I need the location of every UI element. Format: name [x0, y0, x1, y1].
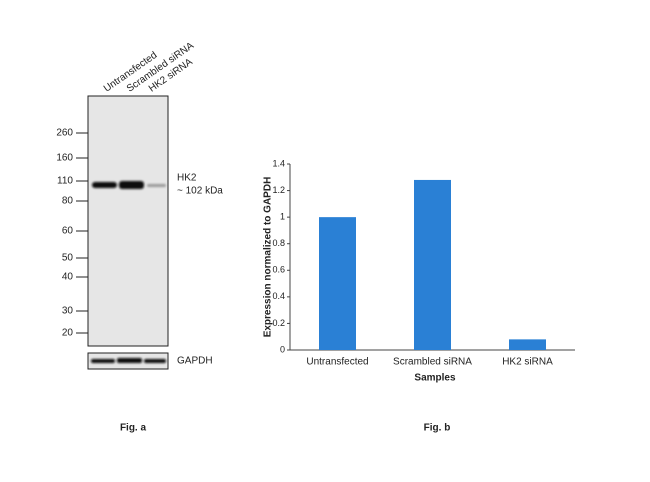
y-tick-label: 1 — [280, 212, 285, 222]
y-tick-label: 0 — [280, 344, 285, 354]
marker-label: 50 — [62, 253, 74, 264]
x-tick-label: Scrambled siRNA — [393, 357, 472, 368]
band — [119, 181, 144, 189]
marker-label: 20 — [62, 328, 74, 339]
band — [117, 358, 142, 363]
x-tick-label: Untransfected — [306, 357, 368, 368]
marker-label: 40 — [62, 272, 74, 283]
bar — [319, 217, 356, 350]
bar — [414, 179, 451, 350]
y-tick-label: 1.2 — [272, 185, 285, 195]
y-tick-label: 0.4 — [272, 291, 285, 301]
loading-label: GAPDH — [177, 356, 213, 367]
x-tick-label: HK2 siRNA — [502, 357, 553, 368]
marker-label: 160 — [56, 153, 73, 164]
caption: Fig. a — [120, 423, 147, 434]
marker-label: 110 — [57, 176, 73, 187]
y-tick-label: 0.6 — [272, 265, 285, 275]
y-tick-label: 0.2 — [272, 318, 285, 328]
bands — [91, 181, 166, 363]
caption: Fig. b — [424, 423, 451, 434]
y-axis-label: Expression normalized to GAPDH — [263, 177, 274, 338]
bar — [509, 339, 546, 350]
marker-label: 30 — [62, 306, 74, 317]
band-size: ~ 102 kDa — [177, 186, 223, 197]
y-tick-label: 0.8 — [272, 238, 285, 248]
y-tick-label: 1.4 — [272, 158, 285, 168]
band — [144, 359, 166, 363]
band-label: HK2 — [177, 173, 197, 184]
marker-label: 60 — [62, 226, 74, 237]
marker-label: 260 — [56, 128, 73, 139]
band — [147, 184, 166, 187]
blot-membrane — [87, 95, 169, 347]
marker-label: 80 — [62, 196, 74, 207]
band — [91, 359, 115, 363]
band — [92, 182, 117, 188]
x-axis-label: Samples — [414, 373, 456, 384]
